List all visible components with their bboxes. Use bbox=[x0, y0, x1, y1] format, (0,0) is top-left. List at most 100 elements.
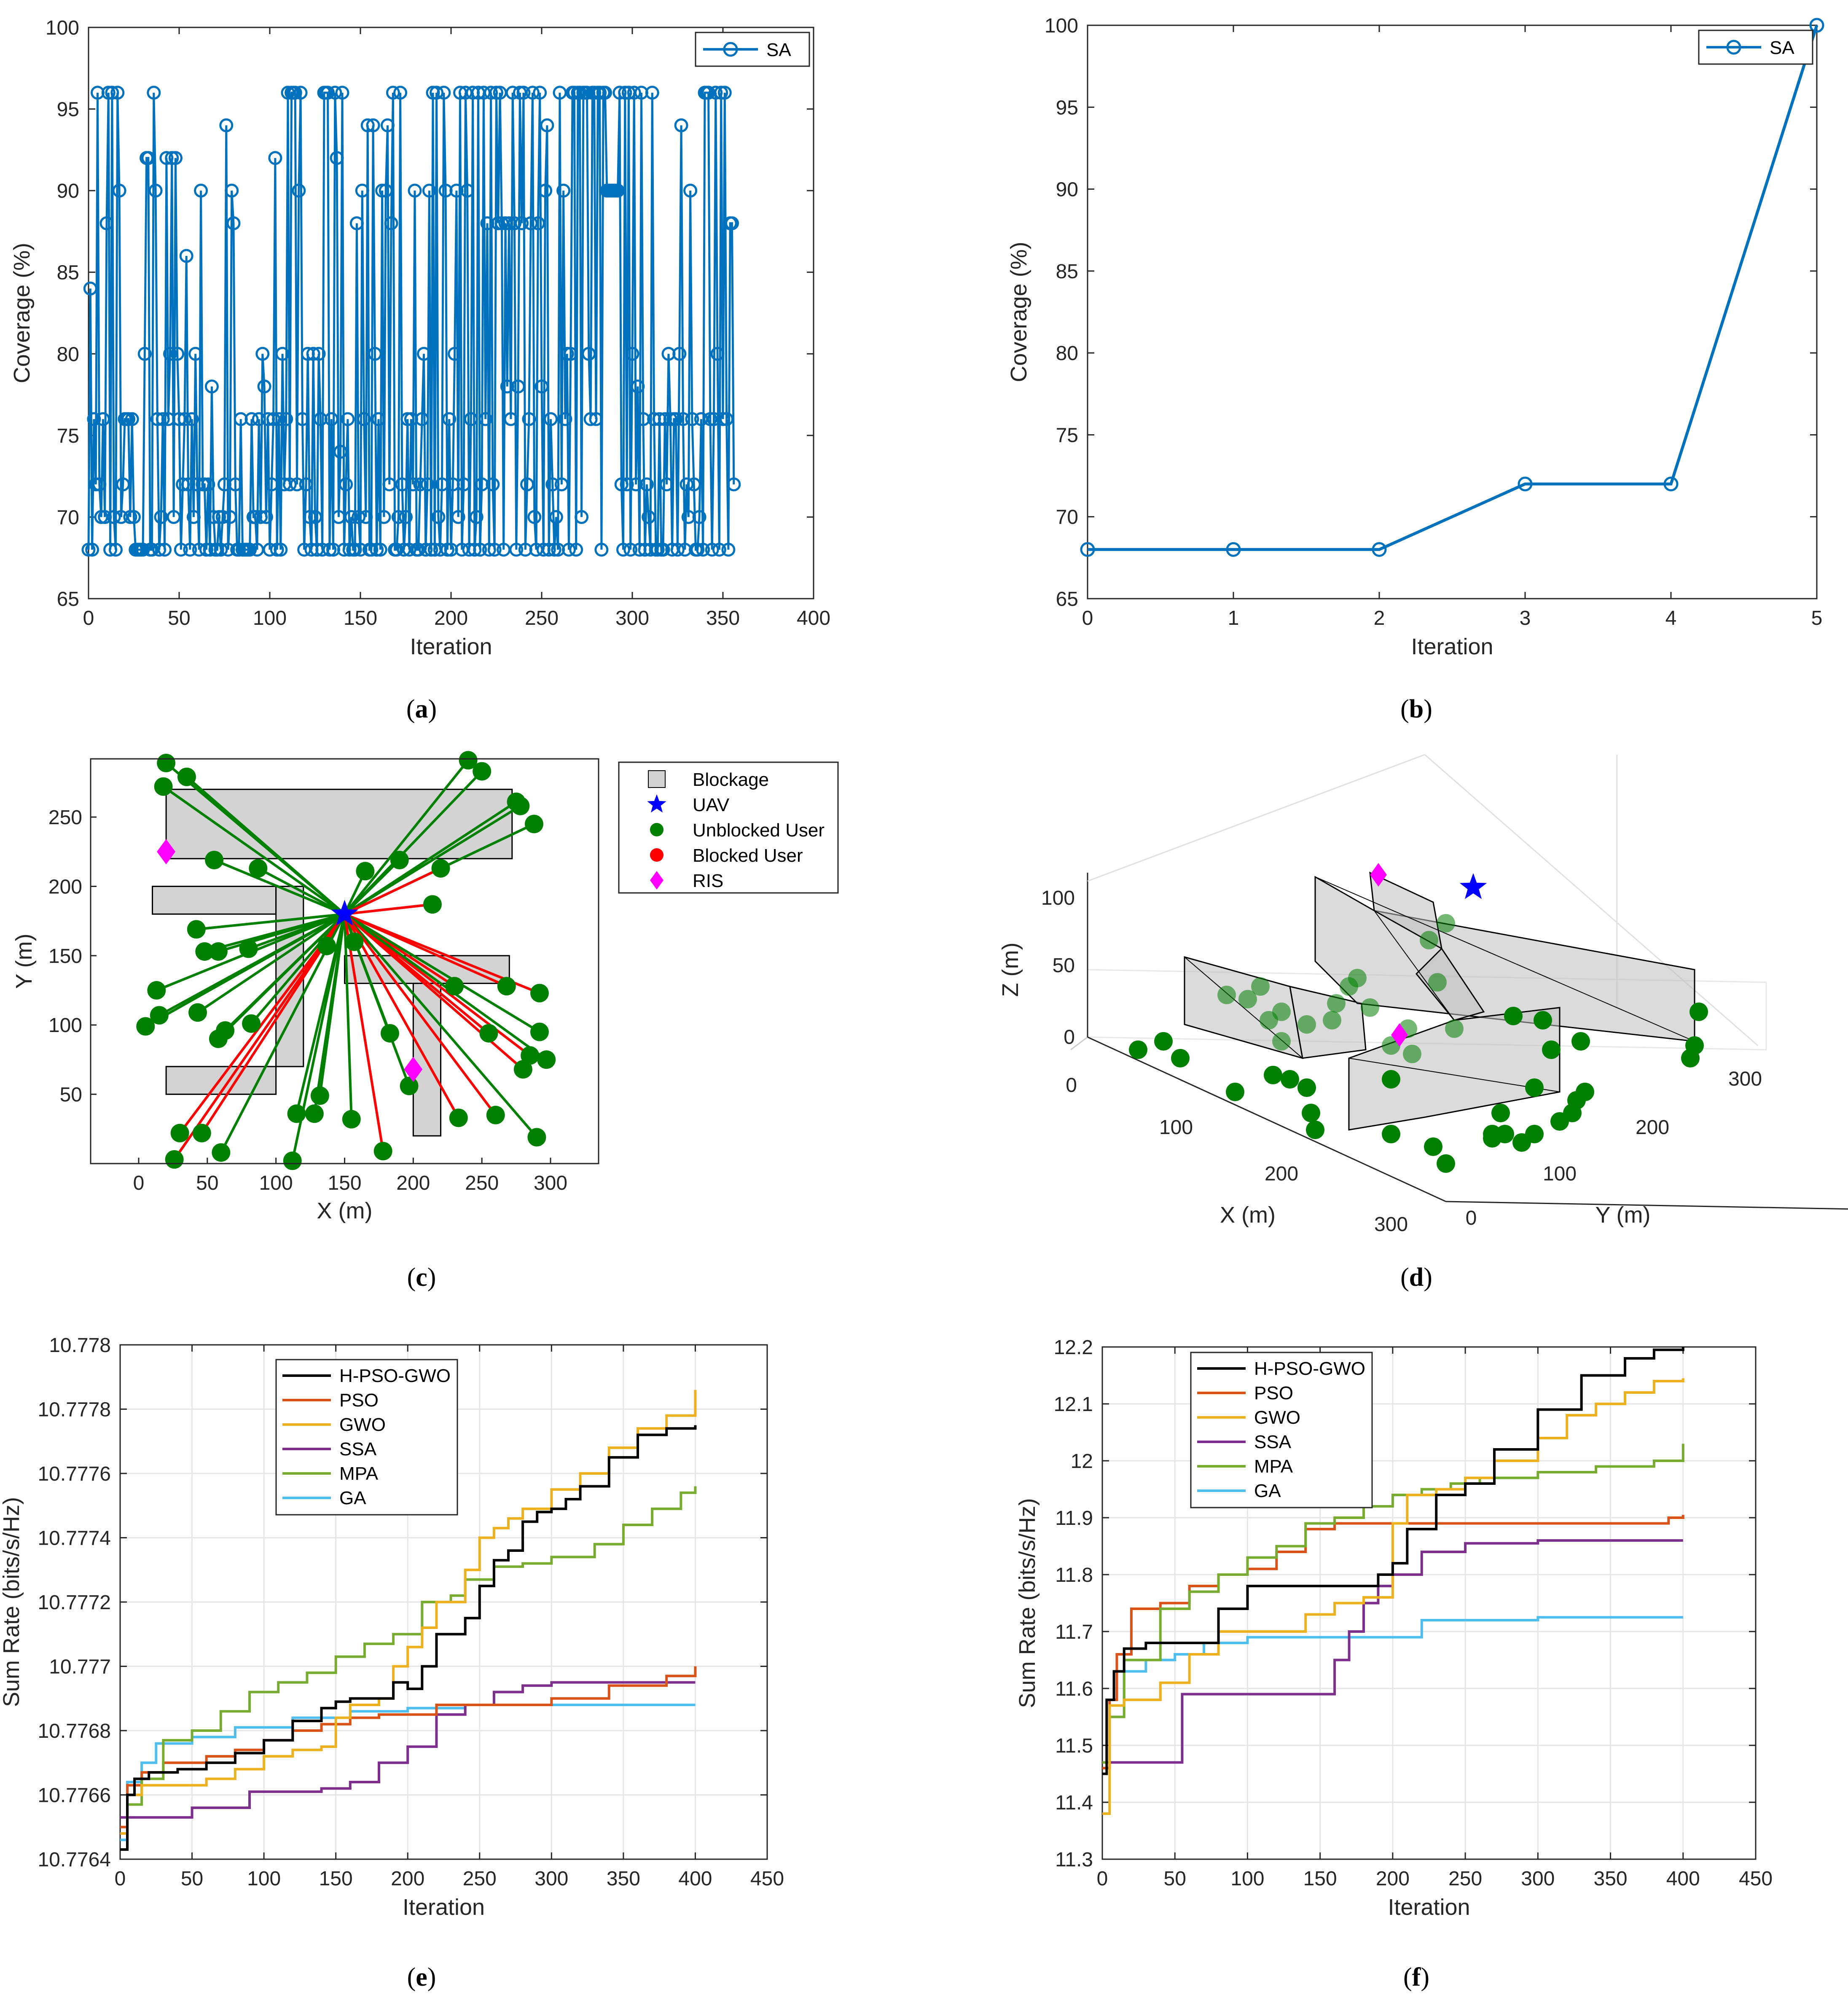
c-user-43 bbox=[486, 1105, 505, 1124]
c-xtick-label-2: 100 bbox=[259, 1172, 293, 1194]
c-user-2 bbox=[154, 777, 173, 796]
a-sa-point-214 bbox=[469, 510, 483, 524]
e-xtick-label-4: 200 bbox=[391, 1868, 424, 1890]
b-xtick-label-2: 2 bbox=[1374, 607, 1385, 629]
f-xtick-label-0: 0 bbox=[1097, 1868, 1108, 1890]
d-user-33 bbox=[1238, 990, 1257, 1008]
d-user-14 bbox=[1496, 1125, 1514, 1143]
a-xtick-label-4: 200 bbox=[434, 607, 468, 629]
a-sa-point-243 bbox=[522, 412, 536, 426]
d-user-10 bbox=[1424, 1137, 1442, 1156]
e-legend-label-2: GWO bbox=[339, 1414, 386, 1435]
c-user-49 bbox=[165, 1150, 184, 1169]
panel-f: 0 50 100 150 200 250 300 350 400 450 11.3 11.4 11.5 1… bbox=[1015, 1336, 1773, 1920]
a-sa-point-333 bbox=[685, 412, 699, 426]
a-xtick-label-2: 100 bbox=[253, 607, 287, 629]
c-link-42 bbox=[344, 913, 538, 1138]
f-series-h-pso-gwo bbox=[1102, 1347, 1684, 1775]
a-sa-point-269 bbox=[569, 543, 583, 557]
c-legend-label-3: Blocked User bbox=[693, 845, 803, 866]
c-user-6 bbox=[511, 796, 530, 815]
a-sa-point-59 bbox=[188, 347, 203, 361]
a-sa-point-266 bbox=[564, 347, 578, 361]
b-xtick-label-4: 4 bbox=[1665, 607, 1677, 629]
a-sa-point-250 bbox=[535, 379, 549, 394]
d-user-0 bbox=[1129, 1040, 1147, 1059]
a-sa-point-328 bbox=[676, 412, 690, 426]
d-user-16 bbox=[1525, 1125, 1544, 1143]
c-legend-label-2: Unblocked User bbox=[693, 820, 825, 841]
a-sa-point-80 bbox=[226, 216, 241, 231]
a-sa-point-244 bbox=[524, 216, 538, 231]
b-ytick-label-1: 70 bbox=[1056, 506, 1078, 529]
d-user-9 bbox=[1382, 1125, 1400, 1143]
d-user-49 bbox=[1382, 1070, 1400, 1089]
d-user-26 bbox=[1534, 1011, 1552, 1030]
a-sa-point-336 bbox=[690, 543, 705, 557]
a-sa-point-98 bbox=[259, 510, 273, 524]
c-link-39 bbox=[313, 914, 346, 1114]
a-sa-point-240 bbox=[516, 86, 531, 100]
a-sa-point-8 bbox=[96, 412, 110, 426]
c-link-25 bbox=[197, 913, 346, 1014]
d-user-48 bbox=[1542, 1040, 1561, 1059]
a-sa-point-105 bbox=[272, 412, 286, 426]
a-sa-point-187 bbox=[420, 477, 435, 492]
c-user-1 bbox=[177, 767, 196, 786]
c-user-38 bbox=[287, 1104, 306, 1123]
e-ytick-label-6: 10.7776 bbox=[38, 1463, 111, 1485]
a-sa-point-245 bbox=[526, 86, 540, 100]
e-xtick-label-1: 50 bbox=[181, 1868, 203, 1890]
f-legend-label-1: PSO bbox=[1254, 1383, 1293, 1403]
a-sa-point-188 bbox=[422, 183, 436, 198]
a-sa-point-116 bbox=[292, 183, 306, 198]
b-legend-sa-marker bbox=[1726, 40, 1741, 55]
a-sa-point-256 bbox=[545, 477, 560, 492]
c-link-41 bbox=[343, 914, 384, 1151]
c-link-33 bbox=[217, 913, 346, 1040]
b-ytick-label-2: 75 bbox=[1056, 424, 1078, 446]
d-building-diag-1 bbox=[1315, 876, 1695, 1042]
c-user-18 bbox=[317, 936, 336, 955]
a-sa-point-49 bbox=[170, 347, 185, 361]
c-user-39 bbox=[305, 1104, 324, 1123]
a-sa-point-94 bbox=[252, 412, 266, 426]
a-sa-point-25 bbox=[127, 510, 141, 524]
a-sa-point-339 bbox=[696, 543, 710, 557]
a-sa-point-1 bbox=[83, 281, 97, 296]
a-sa-point-45 bbox=[163, 347, 177, 361]
a-sa-point-233 bbox=[504, 412, 518, 426]
a-sa-point-73 bbox=[214, 543, 228, 557]
f-legend-label-2: GWO bbox=[1254, 1407, 1300, 1428]
a-sa-point-56 bbox=[183, 543, 197, 557]
a-sa-point-48 bbox=[168, 151, 183, 165]
panel-a: 0 50 100 150 200 250 300 350 400 65 70 75 80 85 90 95 10… bbox=[9, 17, 830, 659]
e-ytick-label-1: 10.7766 bbox=[38, 1785, 111, 1807]
c-user-27 bbox=[530, 1022, 549, 1041]
a-sa-point-332 bbox=[683, 183, 698, 198]
a-sa-point-36 bbox=[147, 86, 161, 100]
caption-d-letter: d bbox=[1409, 1263, 1424, 1292]
a-sa-point-89 bbox=[243, 543, 257, 557]
f-xlabel: Iteration bbox=[1388, 1895, 1470, 1920]
a-ytick-label-4: 85 bbox=[57, 262, 79, 284]
a-sa-point-324 bbox=[669, 412, 683, 426]
c-user-26 bbox=[479, 1024, 498, 1043]
a-sa-point-299 bbox=[623, 543, 638, 557]
b-xtick-label-0: 0 bbox=[1082, 607, 1093, 629]
d-building-diag-2 bbox=[1348, 1058, 1560, 1092]
c-user-24 bbox=[150, 1006, 169, 1025]
e-ytick-label-2: 10.7768 bbox=[38, 1720, 111, 1742]
a-sa-point-261 bbox=[554, 477, 569, 492]
d-user-47 bbox=[1690, 1003, 1708, 1021]
a-sa-point-239 bbox=[515, 216, 529, 231]
a-sa-point-175 bbox=[399, 510, 413, 524]
a-sa-point-74 bbox=[215, 510, 230, 524]
f-xtick-label-9: 450 bbox=[1739, 1868, 1773, 1890]
a-ytick-label-0: 65 bbox=[57, 588, 79, 610]
a-ylabel: Coverage (%) bbox=[9, 243, 35, 383]
c-link-31 bbox=[145, 913, 345, 1028]
e-xtick-label-6: 300 bbox=[535, 1868, 568, 1890]
a-sa-point-19 bbox=[116, 477, 130, 492]
a-sa-point-142 bbox=[339, 477, 353, 492]
